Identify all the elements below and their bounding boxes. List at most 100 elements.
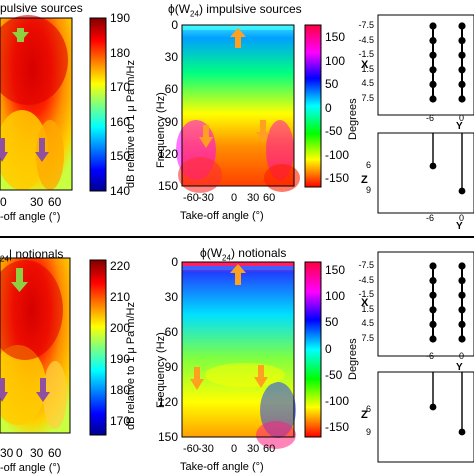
phase-xtick-bottom: 60 bbox=[263, 443, 276, 455]
colorbar-phase-bottom-tick: 0 bbox=[325, 341, 332, 356]
colorbar-amp-top bbox=[89, 17, 107, 192]
amp-xtick-bottom: 60 bbox=[48, 446, 62, 460]
geom-source-marker-top bbox=[458, 22, 466, 30]
colorbar-amp-bottom-tick: 210 bbox=[110, 290, 131, 304]
geom-source-marker-bottom bbox=[429, 335, 437, 343]
geom-source-marker-bottom bbox=[429, 306, 437, 314]
arrow-orange-icon bbox=[199, 28, 270, 148]
colorbar-amp-bottom-tick: 200 bbox=[110, 321, 131, 335]
phase-heatmap-bottom bbox=[181, 261, 296, 449]
phase-xtick-bottom: 0 bbox=[231, 443, 238, 455]
amp-xtick-top: 30 bbox=[30, 195, 44, 209]
colorbar-amp-top-tick: 160 bbox=[110, 114, 131, 129]
geom-source-marker-bottom bbox=[458, 291, 466, 299]
dynamic-marks bbox=[429, 22, 466, 436]
colorbar-amp-bottom bbox=[89, 259, 107, 436]
freq-ytick-top: 60 bbox=[164, 82, 178, 97]
colorbar-amp-top-tick: 180 bbox=[110, 45, 131, 60]
geom-depth-marker-bottom bbox=[458, 428, 466, 436]
colorbar-phase-bottom-tick: 100 bbox=[325, 289, 346, 304]
colorbar-amp-top-tick: 140 bbox=[110, 184, 131, 198]
geom-y-label-top: Y bbox=[456, 121, 463, 132]
geom-z-label-top: Z bbox=[361, 174, 368, 186]
geometry-xy-top bbox=[377, 14, 474, 116]
geom-xtick-bottom: -7.5 bbox=[358, 260, 374, 270]
geom-xtick-bottom: -4.5 bbox=[358, 274, 374, 285]
geom-ytick-bottom: -6 bbox=[426, 351, 435, 361]
geom-source-marker-top bbox=[429, 37, 437, 45]
xlabel-phase-top: Take-off angle (°) bbox=[180, 210, 264, 222]
colorbar-phase-top-tick: 50 bbox=[325, 77, 339, 91]
geom-xtick-top: 4.5 bbox=[361, 78, 374, 89]
arrow-purple-down-icon bbox=[0, 378, 50, 402]
freq-ytick-bottom: 150 bbox=[157, 430, 178, 444]
colorbar-phase-top-tick: -150 bbox=[325, 171, 350, 185]
geom-ztick-bottom: 9 bbox=[366, 427, 372, 437]
geom-source-marker-top bbox=[429, 51, 437, 59]
freq-ytick-top: 150 bbox=[157, 179, 178, 193]
geom-source-marker-bottom bbox=[458, 335, 466, 343]
geom-xtick-bottom: 7.5 bbox=[361, 333, 374, 343]
freq-ytick-bottom: 0 bbox=[171, 255, 178, 269]
amp-xtick-bottom: 30 bbox=[0, 446, 14, 460]
freq-ytick-bottom: 60 bbox=[164, 325, 178, 339]
amp-xtick-top: 60 bbox=[48, 195, 62, 209]
colorbar-phase-top-tick: 150 bbox=[325, 30, 346, 44]
geom-source-marker-bottom bbox=[429, 277, 437, 285]
freq-ytick-bottom: 30 bbox=[164, 290, 178, 304]
row-divider bbox=[0, 236, 474, 238]
colorbar-phase-bottom-tick: -100 bbox=[325, 393, 350, 408]
geom-ytick-bottom: 0 bbox=[459, 351, 465, 361]
colorbar-amp-top-tick: 190 bbox=[110, 11, 131, 25]
arrow-green-down-icon bbox=[12, 28, 29, 42]
colorbar-amp-bottom-tick: 170 bbox=[110, 414, 131, 428]
geom-source-marker-bottom bbox=[429, 320, 437, 328]
colorbar-phase-bottom-tick: 150 bbox=[325, 263, 346, 277]
geom-depth-marker-top bbox=[429, 162, 437, 170]
phase-xtick-bottom: -30 bbox=[198, 443, 214, 455]
amp-heatmap-top bbox=[0, 15, 73, 191]
geom-ztick-bottom: 6 bbox=[366, 404, 372, 414]
colorbar-phase-bottom-label: Degrees bbox=[347, 338, 359, 380]
colorbar-phase-bottom bbox=[304, 261, 322, 438]
geom-source-marker-bottom bbox=[458, 277, 466, 285]
phase-xtick-top: 0 bbox=[231, 192, 238, 204]
freq-ytick-top: 90 bbox=[164, 114, 178, 129]
geom-xtick-top: -7.5 bbox=[358, 20, 374, 30]
geom-xtick-bottom: 1.5 bbox=[361, 303, 374, 314]
amp-xtick-top: 0 bbox=[0, 195, 7, 209]
geom-source-marker-top bbox=[429, 66, 437, 74]
geometry-yz-top bbox=[377, 132, 474, 214]
geom-source-marker-top bbox=[458, 66, 466, 74]
geom-source-marker-top bbox=[458, 95, 466, 103]
colorbar-phase-top-tick: -100 bbox=[325, 147, 350, 162]
geom-xtick-top: -1.5 bbox=[358, 49, 374, 60]
colorbar-amp-bottom-tick: 190 bbox=[110, 352, 131, 366]
geom-z-label-bottom: Z bbox=[361, 409, 368, 421]
geom-source-marker-top bbox=[458, 37, 466, 45]
geom-source-marker-bottom bbox=[429, 291, 437, 299]
geom-xtick-bottom: 4.5 bbox=[361, 318, 374, 329]
colorbar-amp-bottom-tick: 220 bbox=[110, 259, 131, 273]
geom-ztick-top: 6 bbox=[366, 160, 372, 170]
geom-ytick2-top: -6 bbox=[426, 213, 435, 223]
arrow-orange-icon bbox=[190, 264, 268, 390]
colorbar-amp-top-tick: 150 bbox=[110, 149, 131, 164]
geom-x-label-top: X bbox=[361, 59, 369, 71]
phase-heatmap-top bbox=[176, 24, 300, 193]
geom-source-marker-top bbox=[429, 95, 437, 103]
geom-ytick-top: -6 bbox=[426, 113, 435, 123]
geom-source-marker-top bbox=[458, 51, 466, 59]
freq-ytick-top: 0 bbox=[171, 18, 178, 32]
phase-title-top: ϕ(W24) impulsive sources bbox=[168, 2, 302, 19]
geometry-yz-bottom bbox=[377, 371, 474, 463]
geom-ztick-top: 9 bbox=[366, 185, 372, 195]
colorbar-amp-top-tick: 170 bbox=[110, 80, 131, 95]
freq-ytick-top: 120 bbox=[157, 146, 178, 161]
geom-xtick-bottom: -1.5 bbox=[358, 289, 374, 300]
geom-xtick-top: 7.5 bbox=[361, 93, 374, 103]
colorbar-phase-top-tick: -50 bbox=[325, 124, 343, 138]
xlabel-phase-bottom: Take-off angle (°) bbox=[180, 461, 264, 473]
geom-depth-marker-top bbox=[458, 187, 466, 195]
freq-ytick-bottom: 90 bbox=[164, 360, 178, 374]
